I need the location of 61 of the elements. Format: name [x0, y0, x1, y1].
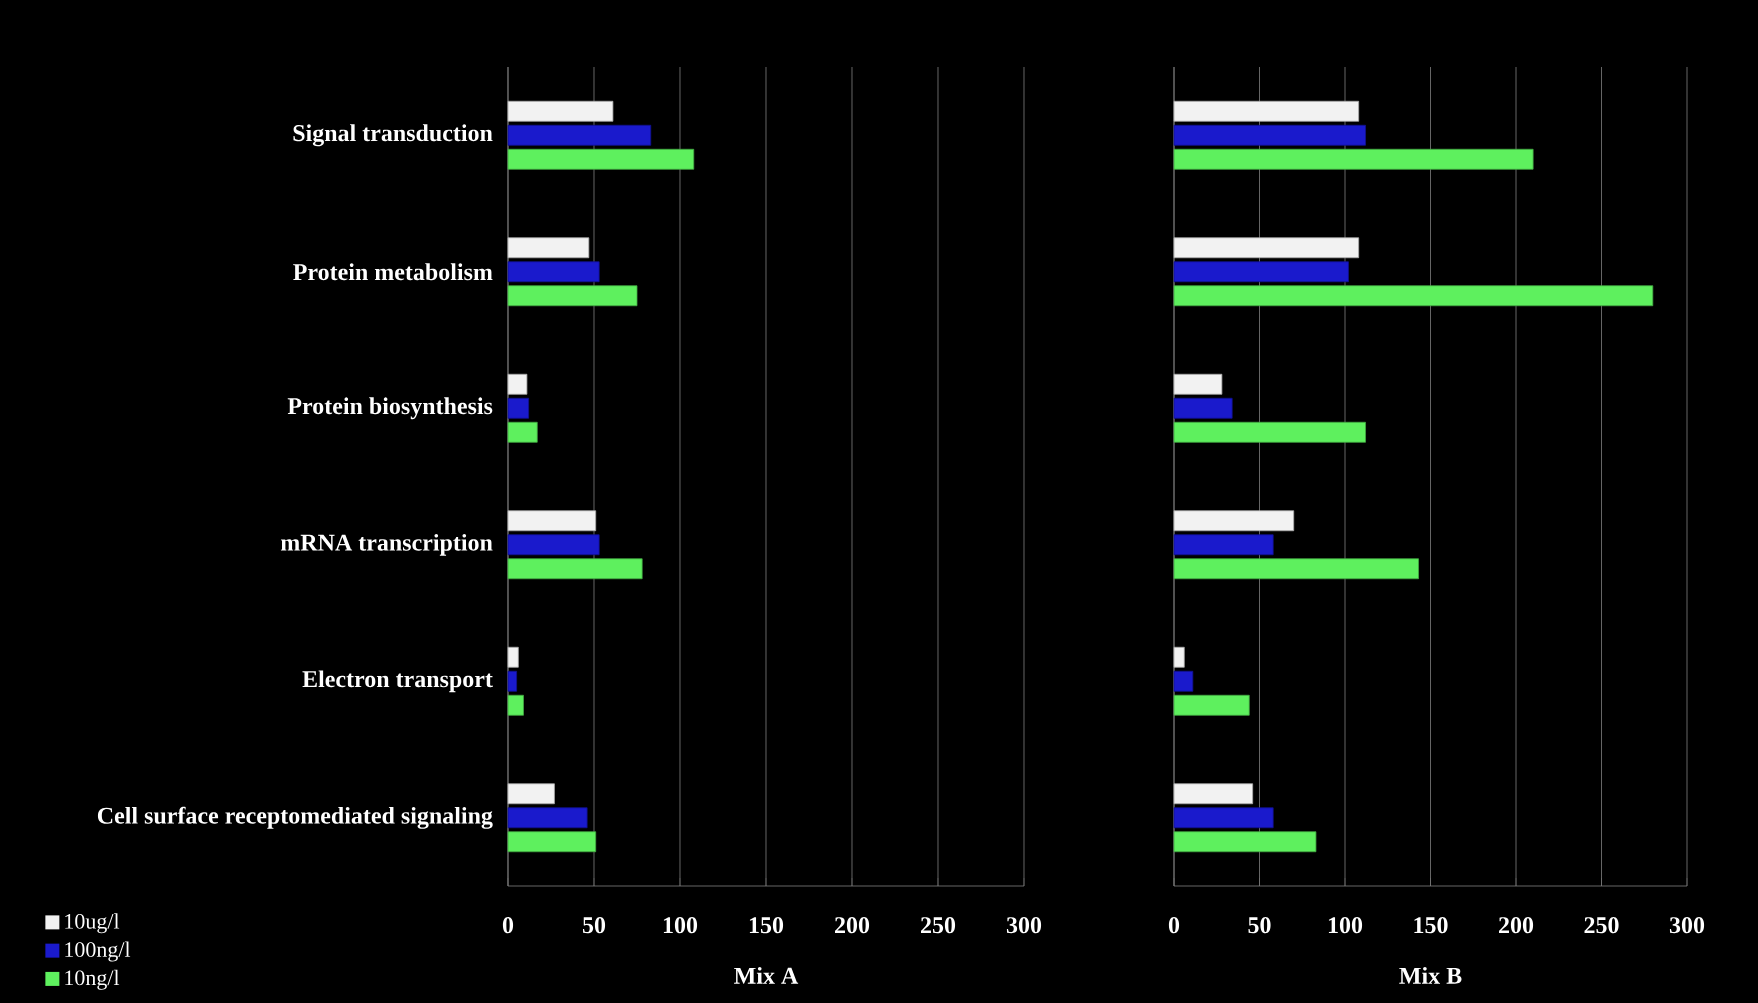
bar	[507, 534, 600, 556]
y-tick-label: Cell surface receptomediated signaling	[97, 806, 493, 829]
x-tick-label: 50	[1248, 917, 1271, 934]
y-tick-label: Signal transduction	[293, 124, 493, 147]
bar	[1173, 124, 1366, 146]
y-tick-label: mRNA transcription	[280, 533, 493, 556]
bar	[1173, 373, 1223, 395]
bar	[507, 694, 524, 716]
bar	[507, 510, 597, 532]
bar	[507, 558, 643, 580]
x-tick-label: 300	[1669, 917, 1705, 934]
bar	[507, 783, 555, 805]
bar	[507, 646, 519, 668]
bar	[1173, 261, 1349, 283]
bar	[507, 397, 530, 419]
bar	[1173, 148, 1534, 170]
x-axis-title: Mix A	[734, 967, 799, 984]
bar	[1173, 646, 1185, 668]
x-tick-label: 100	[663, 917, 698, 934]
x-tick-label: 50	[582, 917, 606, 934]
x-tick-label: 0	[1168, 917, 1180, 934]
y-tick-label: Electron transport	[302, 670, 493, 693]
legend-label: 100ng/l	[65, 941, 131, 962]
bar	[1173, 783, 1254, 805]
x-tick-label: 100	[1328, 917, 1363, 934]
bar	[507, 124, 652, 146]
bar	[507, 807, 588, 829]
bar	[1173, 807, 1274, 829]
x-tick-label: 250	[1584, 917, 1619, 934]
bar	[1173, 285, 1654, 307]
x-axis-title: Mix B	[1399, 967, 1462, 984]
bar	[1173, 831, 1317, 853]
bar	[1173, 397, 1233, 419]
bar	[507, 100, 614, 122]
bar	[507, 285, 638, 307]
bar	[1173, 694, 1250, 716]
bar	[1173, 237, 1360, 259]
bar	[507, 373, 528, 395]
x-tick-label: 150	[1414, 917, 1448, 934]
x-tick-label: 200	[1499, 917, 1534, 934]
bar	[507, 831, 597, 853]
legend-label: 10ug/l	[65, 913, 120, 934]
bar	[1173, 510, 1295, 532]
bar	[507, 670, 517, 692]
x-tick-label: 150	[749, 917, 784, 934]
bar	[507, 237, 590, 259]
bar	[1173, 421, 1366, 443]
x-tick-label: 300	[1006, 917, 1042, 934]
bar	[507, 421, 538, 443]
x-tick-label: 250	[921, 917, 956, 934]
y-tick-label: Protein metabolism	[293, 263, 493, 281]
bar	[507, 261, 600, 283]
legend-label: 10ng/l	[65, 969, 120, 990]
y-tick-label: Protein biosynthesis	[287, 397, 493, 420]
bar	[1173, 558, 1419, 580]
bar	[1173, 670, 1194, 692]
bar	[1173, 100, 1360, 122]
x-tick-label: 0	[502, 917, 514, 934]
x-tick-label: 200	[835, 917, 870, 934]
bar	[1173, 534, 1274, 556]
bar	[507, 148, 695, 170]
